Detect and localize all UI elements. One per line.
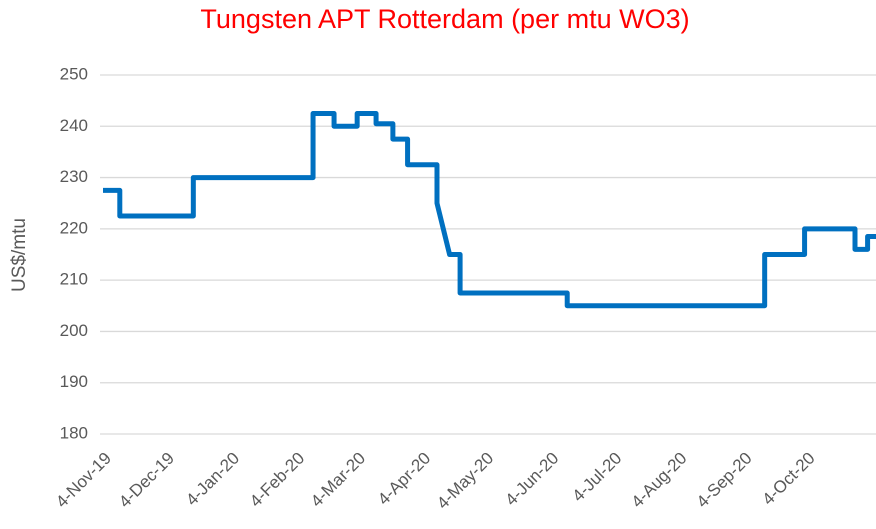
x-tick-label: 4-Jan-20 [182,449,243,510]
x-tick-label: 4-Jun-20 [502,449,563,510]
x-tick-label: 4-Mar-20 [307,449,369,511]
y-axis-label: US$/mtu [9,218,30,292]
x-tick-label: 4-Aug-20 [628,449,691,512]
x-tick-label: 4-Feb-20 [246,449,308,511]
x-tick-label: 4-Dec-19 [115,449,178,512]
y-tick-label: 190 [60,372,88,391]
y-tick-label: 240 [60,116,88,135]
y-tick-label: 230 [60,167,88,186]
y-tick-label: 210 [60,270,88,289]
x-tick-label: 4-Apr-20 [374,449,434,509]
data-line [103,110,876,309]
y-tick-label: 220 [60,218,88,237]
x-tick-label: 4-May-20 [433,449,497,513]
y-tick-label: 200 [60,321,88,340]
x-tick-label: 4-Nov-19 [52,449,115,512]
y-tick-label: 180 [60,423,88,442]
x-tick-label: 4-Oct-20 [758,449,818,509]
x-tick-label: 4-Sep-20 [693,449,756,512]
chart-title: Tungsten APT Rotterdam (per mtu WO3) [200,4,689,34]
y-tick-label: 250 [60,64,88,83]
x-tick-label: 4-Jul-20 [569,449,626,506]
